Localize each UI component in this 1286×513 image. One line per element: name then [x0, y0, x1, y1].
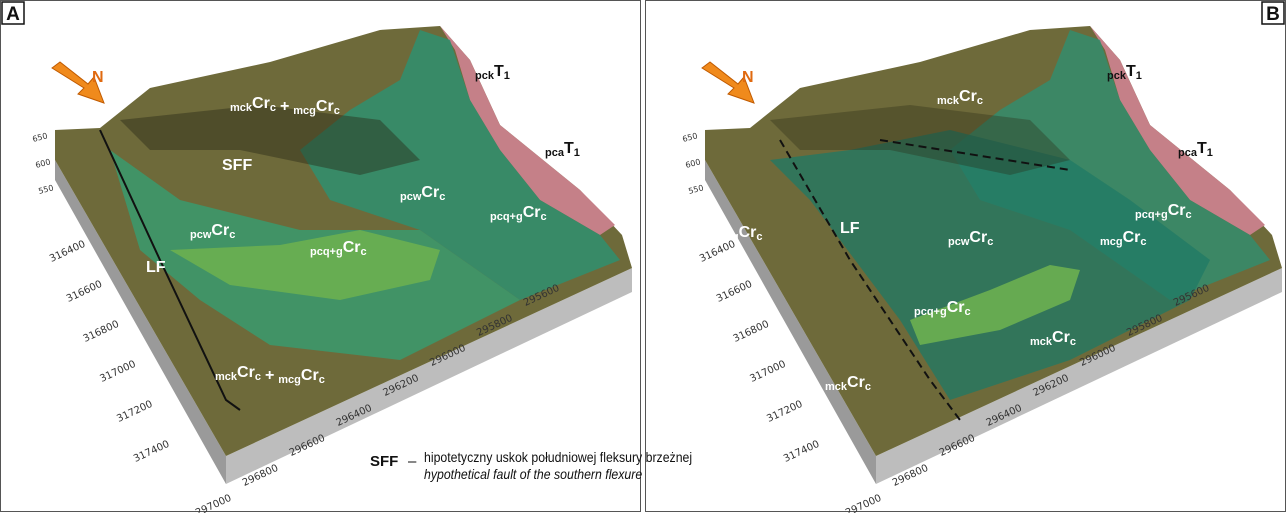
- unit-index: c: [1070, 336, 1076, 348]
- unit-index: c: [439, 191, 445, 203]
- unit-symbol: Cr: [211, 222, 229, 239]
- unit-symbol: LF: [146, 259, 166, 276]
- unit-symbol: Cr: [343, 239, 361, 256]
- unit-symbol: Cr: [1052, 329, 1070, 346]
- unit-joiner: +: [265, 367, 274, 384]
- unit-index: c: [964, 306, 970, 318]
- page: AN65060055031640031660031680031700031720…: [0, 0, 1286, 513]
- unit-index: c: [865, 381, 871, 393]
- unit-symbol: Cr: [316, 98, 334, 115]
- unit-index: 1: [574, 147, 580, 159]
- unit-index: c: [334, 105, 340, 117]
- unit-index: c: [1185, 209, 1191, 221]
- unit-symbol: Cr: [523, 204, 541, 221]
- unit-symbol: LF: [840, 220, 860, 237]
- unit-prefix: mck: [230, 102, 253, 114]
- unit-prefix: pck: [1107, 70, 1127, 82]
- unit-prefix: pcq+g: [490, 211, 523, 223]
- unit-symbol: T: [494, 63, 504, 80]
- unit-label: SFF: [222, 157, 252, 174]
- unit-symbol: Cr: [301, 367, 319, 384]
- unit-symbol: Cr: [969, 229, 987, 246]
- unit-symbol: Cr: [947, 299, 965, 316]
- unit-index: c: [229, 229, 235, 241]
- legend-text-en: hypothetical fault of the southern flexu…: [424, 466, 642, 482]
- unit-index: 1: [1207, 147, 1213, 159]
- unit-prefix: pcw: [190, 229, 212, 241]
- legend-text-pl: hipotetyczny uskok południowej fleksury …: [424, 449, 692, 465]
- panel-label: B: [1266, 4, 1280, 25]
- unit-index: c: [1140, 236, 1146, 248]
- unit-prefix: mcg: [1100, 236, 1123, 248]
- unit-symbol: Cr: [959, 88, 977, 105]
- unit-prefix: pcw: [948, 236, 970, 248]
- unit-prefix: pcw: [400, 191, 422, 203]
- unit-prefix: mcg: [278, 374, 301, 386]
- unit-index: c: [540, 211, 546, 223]
- unit-index: 1: [1136, 70, 1142, 82]
- unit-prefix: pck: [475, 70, 495, 82]
- unit-symbol: Cr: [1123, 229, 1141, 246]
- unit-prefix: mck: [1030, 336, 1053, 348]
- unit-prefix: mcg: [293, 105, 316, 117]
- legend-dash: –: [408, 453, 417, 470]
- unit-joiner: +: [280, 98, 289, 115]
- unit-prefix: pca: [1178, 147, 1198, 159]
- unit-index: c: [987, 236, 993, 248]
- unit-label: LF: [840, 220, 860, 237]
- north-label: N: [92, 69, 104, 86]
- unit-symbol: T: [1126, 63, 1136, 80]
- unit-index: c: [319, 374, 325, 386]
- unit-index: c: [255, 371, 261, 383]
- unit-symbol: Cr: [237, 364, 255, 381]
- north-label: N: [742, 69, 754, 86]
- unit-index: c: [360, 246, 366, 258]
- unit-symbol: SFF: [222, 157, 252, 174]
- unit-symbol: Cr: [847, 374, 865, 391]
- unit-index: c: [756, 231, 762, 243]
- unit-prefix: mck: [215, 371, 238, 383]
- unit-prefix: mck: [825, 381, 848, 393]
- unit-index: c: [977, 95, 983, 107]
- figure: AN65060055031640031660031680031700031720…: [0, 0, 1286, 513]
- unit-index: c: [270, 102, 276, 114]
- unit-symbol: T: [1197, 140, 1207, 157]
- unit-symbol: Cr: [421, 184, 439, 201]
- unit-prefix: pcq+g: [310, 246, 343, 258]
- unit-symbol: T: [564, 140, 574, 157]
- unit-prefix: pca: [545, 147, 565, 159]
- panel-label: A: [6, 4, 20, 25]
- unit-label: LF: [146, 259, 166, 276]
- unit-index: 1: [504, 70, 510, 82]
- unit-symbol: Cr: [739, 224, 757, 241]
- unit-prefix: pcq+g: [1135, 209, 1168, 221]
- unit-prefix: mck: [937, 95, 960, 107]
- unit-symbol: Cr: [252, 95, 270, 112]
- unit-symbol: Cr: [1168, 202, 1186, 219]
- unit-prefix: mcg: [716, 231, 739, 243]
- unit-prefix: pcq+g: [914, 306, 947, 318]
- legend-key: SFF: [370, 453, 398, 470]
